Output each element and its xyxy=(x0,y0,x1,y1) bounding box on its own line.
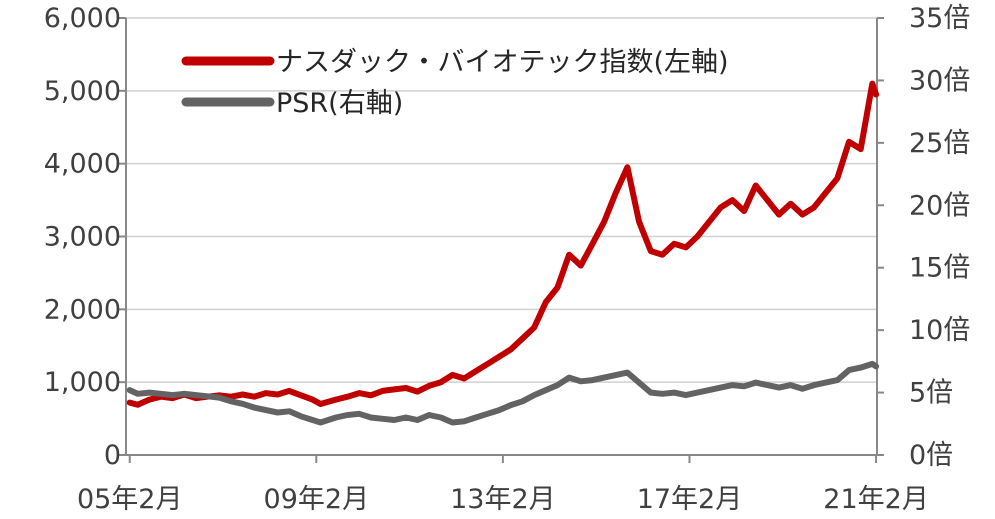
right-tick-label: 5倍 xyxy=(909,378,953,409)
right-tick-label: 20倍 xyxy=(909,190,970,221)
left-tick-label: 3,000 xyxy=(44,222,121,253)
left-tick-label: 1,000 xyxy=(44,367,121,398)
x-tick-label: 17年2月 xyxy=(637,484,743,515)
right-tick-label: 0倍 xyxy=(909,440,953,471)
x-axis-ticks: 05年2月 09年2月 13年2月 17年2月 21年2月 xyxy=(77,455,929,515)
x-tick-label: 13年2月 xyxy=(450,484,556,515)
x-tick-label: 09年2月 xyxy=(264,484,370,515)
legend-label-psr: PSR(右軸) xyxy=(276,88,403,119)
right-tick-label: 15倍 xyxy=(909,253,970,284)
left-tick-label: 5,000 xyxy=(44,76,121,107)
right-tick-label: 25倍 xyxy=(909,128,970,159)
series-lines xyxy=(126,80,880,426)
right-tick-label: 35倍 xyxy=(909,3,970,34)
left-tick-label: 6,000 xyxy=(44,3,121,34)
left-tick-label: 0 xyxy=(104,440,121,471)
series-line-nbi xyxy=(126,80,880,408)
right-tick-label: 10倍 xyxy=(909,315,970,346)
left-axis-ticks: 0 1,000 2,000 3,000 4,000 5,000 6,000 xyxy=(44,3,126,471)
legend-label-nbi: ナスダック・バイオテック指数(左軸) xyxy=(276,47,729,78)
right-tick-label: 30倍 xyxy=(909,65,970,96)
legend: ナスダック・バイオテック指数(左軸) PSR(右軸) xyxy=(181,47,729,119)
right-axis-ticks: 0倍 5倍 10倍 15倍 20倍 25倍 30倍 35倍 xyxy=(877,3,970,471)
x-tick-label: 05年2月 xyxy=(77,484,183,515)
x-tick-label: 21年2月 xyxy=(823,484,929,515)
series-line-psr xyxy=(126,360,880,426)
left-tick-label: 2,000 xyxy=(44,294,121,325)
left-tick-label: 4,000 xyxy=(44,149,121,180)
